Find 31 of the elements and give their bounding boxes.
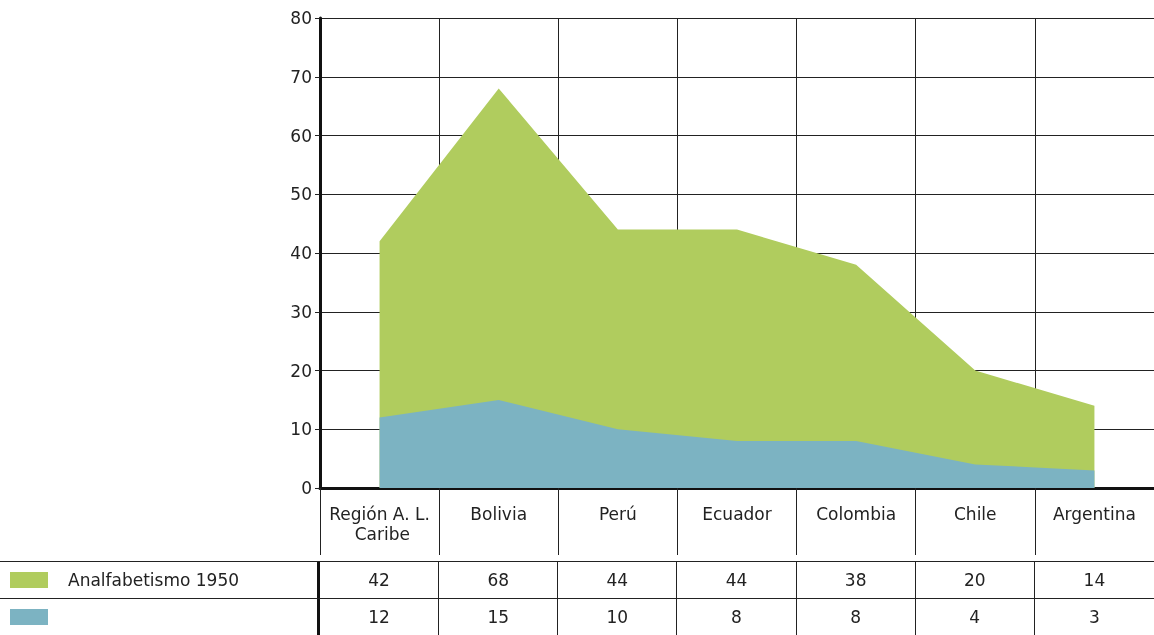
data-label: 14 bbox=[1082, 569, 1107, 592]
data-label: 38 bbox=[796, 562, 916, 598]
y-tick-label: 80 bbox=[290, 8, 312, 28]
y-tick-label: 50 bbox=[290, 184, 312, 205]
data-label: 8 bbox=[796, 599, 916, 635]
y-tick-label: 60 bbox=[290, 125, 312, 146]
data-label: 8 bbox=[677, 599, 797, 635]
y-tick-label: 20 bbox=[290, 360, 312, 381]
data-label: 12 bbox=[320, 599, 440, 635]
x-tick-label: Región A. L. Caribe bbox=[329, 504, 430, 544]
y-tick-label: 30 bbox=[290, 301, 312, 322]
data-label: 42 bbox=[320, 562, 440, 598]
data-label: 44 bbox=[677, 562, 797, 598]
x-tick-label: Colombia bbox=[816, 504, 897, 524]
data-label: 10 bbox=[558, 599, 678, 635]
y-tick-label: 40 bbox=[290, 243, 312, 263]
y-tick-label: 70 bbox=[290, 66, 312, 87]
data-label: 4 bbox=[915, 599, 1035, 635]
data-label: 44 bbox=[558, 562, 678, 598]
data-label: 68 bbox=[439, 562, 559, 598]
x-tick-label: Perú bbox=[598, 504, 637, 524]
x-tick-label: Bolivia bbox=[470, 504, 528, 524]
legend-label: Analfabetismo 1950 bbox=[68, 570, 240, 590]
data-label: 15 bbox=[439, 599, 559, 635]
data-label: 20 bbox=[915, 562, 1035, 598]
x-tick-label: Ecuador bbox=[702, 504, 772, 524]
x-tick-label: Chile bbox=[954, 504, 997, 524]
data-label: 3 bbox=[1088, 606, 1101, 629]
x-tick-label: Argentina bbox=[1052, 504, 1136, 524]
y-tick-label: 0 bbox=[301, 478, 312, 498]
y-tick-label: 10 bbox=[290, 419, 312, 440]
